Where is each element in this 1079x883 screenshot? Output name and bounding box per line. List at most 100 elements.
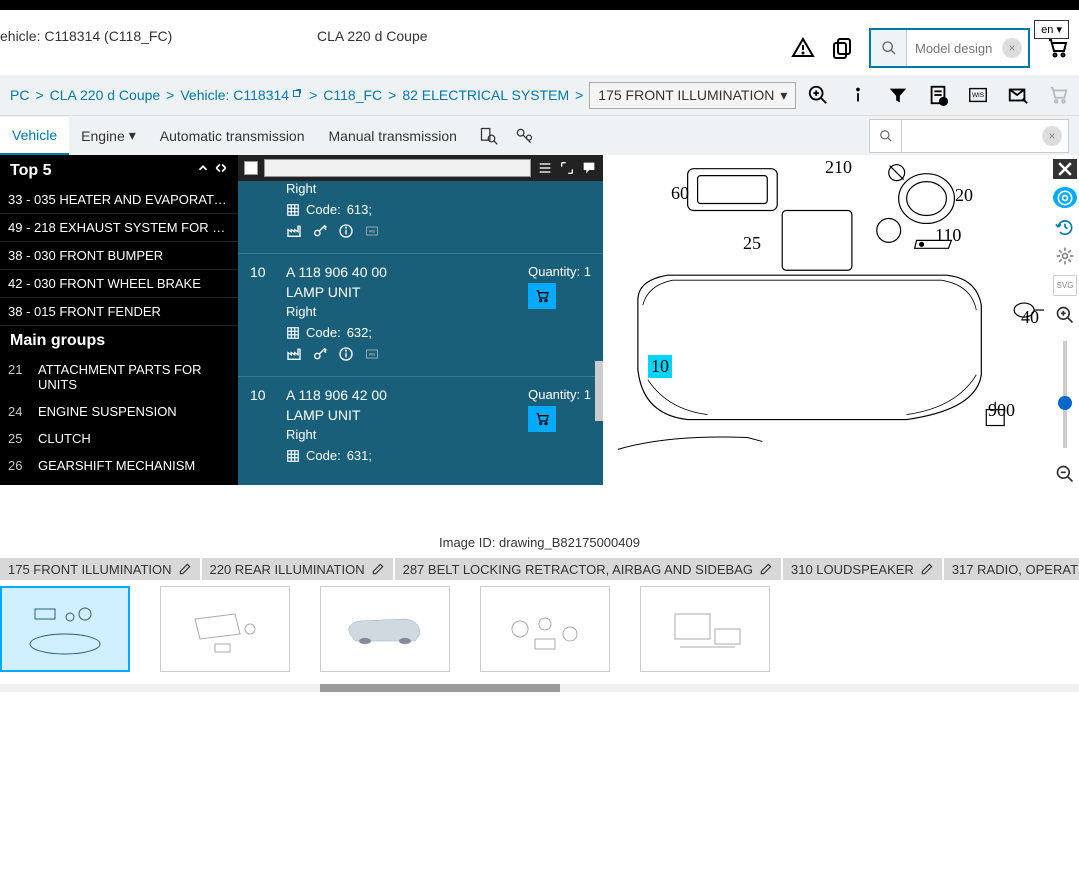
search-icon[interactable]	[871, 30, 907, 66]
filter-icon[interactable]	[887, 84, 909, 106]
main-group-item[interactable]: 24ENGINE SUSPENSION	[0, 398, 238, 425]
copy-icon[interactable]	[830, 36, 854, 60]
zoom-search-icon[interactable]	[807, 84, 829, 106]
model-search[interactable]: ×	[869, 28, 1030, 68]
info-small-icon[interactable]	[338, 223, 354, 239]
expand-icon[interactable]	[559, 160, 575, 176]
top5-item[interactable]: 38 - 030 FRONT BUMPER	[0, 242, 238, 270]
top5-header[interactable]: Top 5	[0, 155, 238, 186]
tab-manual-transmission[interactable]: Manual transmission	[317, 118, 469, 154]
model-search-input[interactable]	[907, 30, 1002, 66]
gear-tool-icon[interactable]	[1053, 246, 1077, 267]
info-icon[interactable]	[847, 84, 869, 106]
collapse-icon[interactable]	[214, 161, 228, 175]
document-alert-icon[interactable]: !	[927, 84, 949, 106]
main-group-item[interactable]: 26GEARSHIFT MECHANISM	[0, 452, 238, 479]
callout-highlighted[interactable]: 10	[648, 355, 672, 378]
callout[interactable]: 40	[1021, 307, 1039, 328]
target-tool-icon[interactable]	[1053, 187, 1077, 208]
scrollbar-thumb[interactable]	[595, 361, 603, 421]
thumbnail[interactable]	[0, 586, 130, 672]
add-to-cart-button[interactable]	[528, 283, 556, 309]
chevron-up-icon	[196, 161, 210, 175]
history-tool-icon[interactable]	[1053, 216, 1077, 237]
thumb-tab[interactable]: 175 FRONT ILLUMINATION	[0, 558, 202, 580]
key-lookup-icon[interactable]	[514, 126, 534, 146]
warning-icon[interactable]	[791, 36, 815, 60]
part-item[interactable]: 10 A 118 906 42 00 LAMP UNIT Right Code:…	[238, 377, 603, 483]
search-icon[interactable]	[870, 120, 902, 152]
factory-icon[interactable]	[286, 223, 302, 239]
svg-tool-icon[interactable]: SVG	[1053, 275, 1077, 296]
tab-auto-transmission[interactable]: Automatic transmission	[148, 118, 317, 154]
breadcrumb-item[interactable]: 82 ELECTRICAL SYSTEM	[402, 87, 569, 103]
main-group-item[interactable]: 25CLUTCH	[0, 425, 238, 452]
thumbnail[interactable]	[640, 586, 770, 672]
scrollbar-thumb[interactable]	[320, 684, 560, 692]
info-small-icon[interactable]	[338, 346, 354, 362]
thumb-tab[interactable]: 287 BELT LOCKING RETRACTOR, AIRBAG AND S…	[395, 558, 783, 580]
tab-vehicle[interactable]: Vehicle	[0, 117, 69, 155]
part-lookup-icon[interactable]	[479, 126, 499, 146]
tab-engine[interactable]: Engine▾	[69, 117, 148, 154]
wis-small-icon[interactable]: WIS	[364, 346, 380, 362]
grid-icon	[286, 449, 300, 463]
thumb-tab[interactable]: 310 LOUDSPEAKER	[783, 558, 944, 580]
quantity-label: Quantity: 1	[528, 264, 591, 279]
parts-list[interactable]: Right Code: 613; WIS 10 A 118 906 40 00 …	[238, 181, 603, 485]
callout[interactable]: 210	[825, 157, 852, 178]
callout[interactable]: 900	[988, 400, 1015, 421]
parts-search-input[interactable]	[902, 120, 1042, 152]
parts-filter-input[interactable]	[264, 159, 531, 177]
main-group-item[interactable]: 21ATTACHMENT PARTS FOR UNITS	[0, 356, 238, 398]
language-select[interactable]: en ▾	[1034, 20, 1069, 39]
comment-icon[interactable]	[581, 160, 597, 176]
slider-thumb[interactable]	[1058, 396, 1072, 410]
breadcrumb-item[interactable]: PC	[10, 87, 29, 103]
callout[interactable]: 25	[743, 233, 761, 254]
list-view-icon[interactable]	[537, 160, 553, 176]
mail-edit-icon[interactable]	[1007, 84, 1029, 106]
factory-icon[interactable]	[286, 346, 302, 362]
svg-text:WIS: WIS	[369, 352, 376, 356]
horizontal-scrollbar[interactable]	[0, 684, 1079, 692]
part-item[interactable]: Right Code: 613; WIS	[238, 181, 603, 254]
thumb-tab[interactable]: 317 RADIO, OPERATING AND DIS	[944, 558, 1079, 580]
part-item[interactable]: 10 A 118 906 40 00 LAMP UNIT Right Code:…	[238, 254, 603, 377]
quantity-label: Quantity: 1	[528, 387, 591, 402]
add-to-cart-button[interactable]	[528, 406, 556, 432]
grid-icon	[286, 326, 300, 340]
top5-item[interactable]: 49 - 218 EXHAUST SYSTEM FOR FOUR...	[0, 214, 238, 242]
zoom-out-icon[interactable]	[1053, 464, 1077, 485]
breadcrumb-item[interactable]: C118_FC	[323, 87, 382, 103]
zoom-slider[interactable]	[1063, 341, 1067, 447]
top5-item[interactable]: 38 - 015 FRONT FENDER	[0, 298, 238, 326]
thumbnail[interactable]	[320, 586, 450, 672]
callout[interactable]: 20	[955, 185, 973, 206]
breadcrumb-bar: PC> CLA 220 d Coupe> Vehicle: C118314> C…	[0, 75, 1079, 115]
thumbnail[interactable]	[160, 586, 290, 672]
cart-icon[interactable]	[1045, 36, 1069, 60]
edit-icon	[920, 562, 934, 576]
breadcrumb-item[interactable]: Vehicle: C118314	[180, 87, 303, 103]
wis-icon[interactable]: WIS	[967, 84, 989, 106]
select-all-checkbox[interactable]	[244, 161, 258, 175]
thumbnail[interactable]	[480, 586, 610, 672]
top5-item[interactable]: 33 - 035 HEATER AND EVAPORATOR H...	[0, 186, 238, 214]
top5-item[interactable]: 42 - 030 FRONT WHEEL BRAKE	[0, 270, 238, 298]
close-tool-icon[interactable]	[1053, 159, 1077, 179]
key-icon[interactable]	[312, 223, 328, 239]
breadcrumb-dropdown[interactable]: 175 FRONT ILLUMINATION▾	[589, 82, 796, 109]
zoom-in-icon[interactable]	[1053, 304, 1077, 325]
clear-search-icon[interactable]: ×	[1002, 38, 1022, 58]
wis-small-icon[interactable]: WIS	[364, 223, 380, 239]
parts-search[interactable]: ×	[869, 119, 1069, 153]
clear-icon[interactable]: ×	[1042, 126, 1062, 146]
thumb-tab[interactable]: 220 REAR ILLUMINATION	[202, 558, 395, 580]
callout[interactable]: 60	[671, 183, 689, 204]
callout[interactable]: 110	[935, 225, 961, 246]
svg-text:WIS: WIS	[972, 92, 984, 99]
key-icon[interactable]	[312, 346, 328, 362]
breadcrumb-item[interactable]: CLA 220 d Coupe	[50, 87, 161, 103]
diagram-area[interactable]: 60 210 20 25 110 40 10 900	[603, 155, 1051, 485]
